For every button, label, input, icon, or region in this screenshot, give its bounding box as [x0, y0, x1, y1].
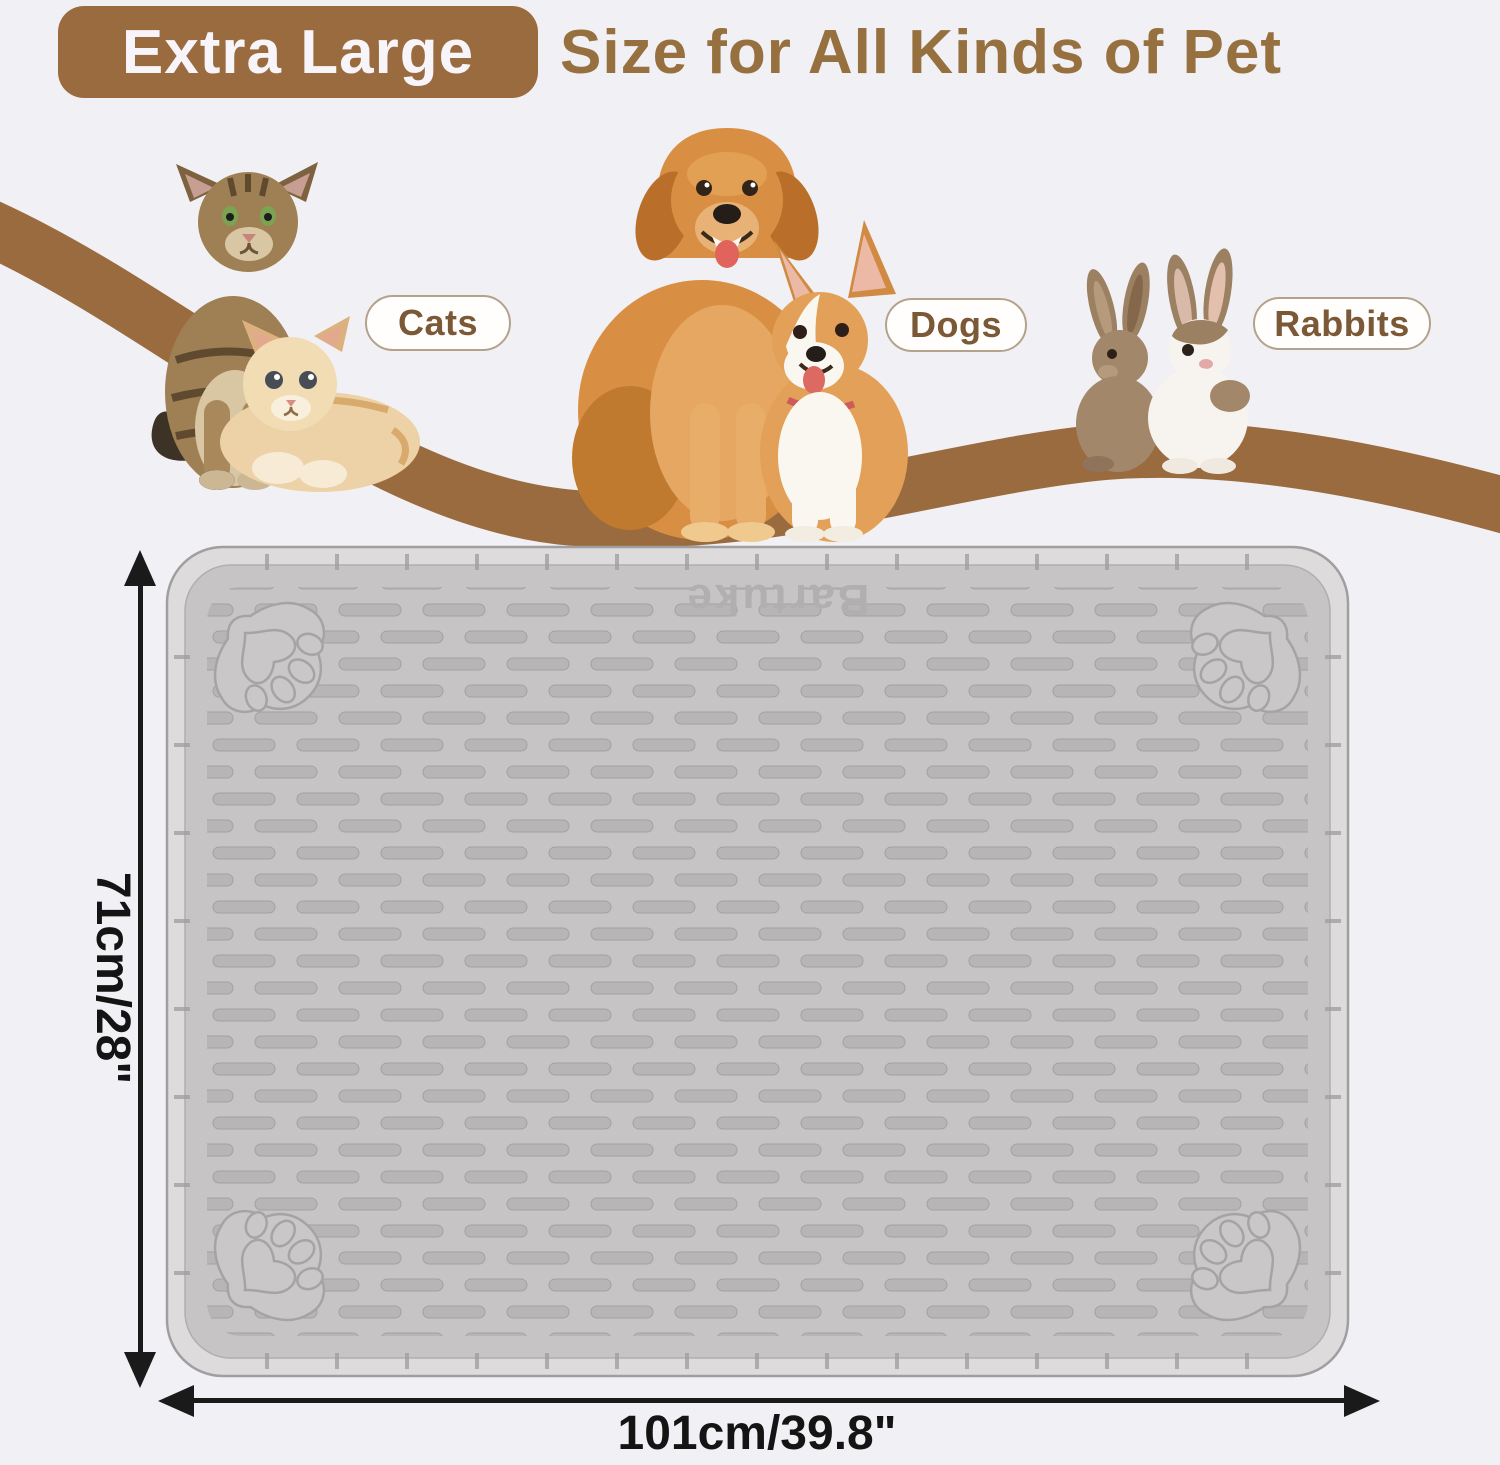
- cats-photo: [151, 162, 420, 492]
- brand-text: Bartuke: [685, 575, 870, 624]
- arrow-down-icon: [124, 1352, 156, 1388]
- cream-kitten: [220, 316, 420, 492]
- arrow-right-icon: [1344, 1384, 1380, 1417]
- headline-highlight-box: Extra Large: [58, 6, 538, 98]
- label-pill-rabbits: Rabbits: [1253, 297, 1431, 350]
- cats-label: Cats: [397, 302, 479, 343]
- height-dimension-line: [138, 582, 143, 1354]
- pet-feeding-mat: Bartuke: [165, 545, 1350, 1378]
- rabbits-photo: [1076, 248, 1250, 474]
- headline-highlight-text: Extra Large: [121, 17, 475, 87]
- width-dimension-line: [192, 1398, 1344, 1403]
- dogs-photo: [572, 128, 908, 542]
- white-brown-rabbit: [1148, 248, 1250, 474]
- headline-text: Size for All Kinds of Pet: [560, 17, 1282, 87]
- label-pill-dogs: Dogs: [885, 298, 1027, 352]
- width-dimension-label: 101cm/39.8": [617, 1407, 897, 1460]
- mat-texture: [207, 587, 1308, 1336]
- dogs-label: Dogs: [910, 304, 1002, 345]
- arrow-up-icon: [124, 550, 156, 586]
- label-pill-cats: Cats: [365, 295, 511, 351]
- arrow-left-icon: [158, 1384, 194, 1417]
- rabbits-label: Rabbits: [1274, 302, 1410, 344]
- brown-rabbit: [1076, 262, 1160, 472]
- height-dimension-label: 71cm/28": [86, 871, 139, 1085]
- corgi: [760, 220, 908, 542]
- golden-retriever: [572, 128, 826, 542]
